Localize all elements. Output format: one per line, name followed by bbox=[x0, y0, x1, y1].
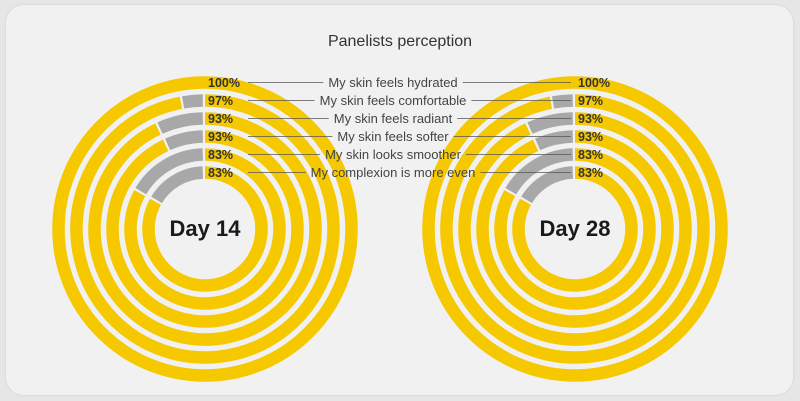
day-14-ring-remainder-my-skin-looks-smoother bbox=[135, 148, 204, 195]
day-28-value-my-skin-feels-comfortable: 97% bbox=[578, 94, 603, 108]
day-28-ring-my-skin-feels-comfortable bbox=[440, 94, 710, 364]
day-14-value-my-skin-feels-radiant: 93% bbox=[208, 112, 233, 126]
day-28-ring-remainder-my-complexion-is-more-even bbox=[521, 166, 574, 204]
day-14-ring-my-complexion-is-more-even bbox=[142, 166, 268, 292]
day-14-ring-my-skin-feels-hydrated bbox=[52, 76, 358, 382]
day-14-ring-remainder-my-skin-feels-radiant bbox=[157, 112, 204, 134]
category-labels: My skin feels hydrated My skin feels comf… bbox=[248, 75, 571, 180]
day-14-value-my-skin-feels-comfortable: 97% bbox=[208, 94, 233, 108]
category-label-my-skin-looks-smoother: My skin looks smoother bbox=[325, 147, 461, 162]
day-14-ring-my-skin-feels-comfortable bbox=[70, 94, 340, 364]
day-14-ring-remainder-my-complexion-is-more-even bbox=[151, 166, 204, 204]
day-14-value-my-skin-looks-smoother: 83% bbox=[208, 148, 233, 162]
day-28-value-my-skin-looks-smoother: 83% bbox=[578, 148, 603, 162]
day-14-value-my-complexion-is-more-even: 83% bbox=[208, 166, 233, 180]
category-label-my-skin-feels-softer: My skin feels softer bbox=[337, 129, 449, 144]
category-label-my-skin-feels-hydrated: My skin feels hydrated bbox=[328, 75, 457, 90]
day-28-ring-remainder-my-skin-feels-softer bbox=[535, 130, 574, 151]
day-28-value-my-complexion-is-more-even: 83% bbox=[578, 166, 603, 180]
chart-title: Panelists perception bbox=[328, 33, 472, 50]
day-28-value-my-skin-feels-hydrated: 100% bbox=[578, 76, 610, 90]
category-label-my-complexion-is-more-even: My complexion is more even bbox=[311, 165, 476, 180]
day-28-value-my-skin-feels-softer: 93% bbox=[578, 130, 603, 144]
day-14-center-label: Day 14 bbox=[170, 216, 242, 241]
day-28-ring-remainder-my-skin-feels-radiant bbox=[527, 112, 574, 134]
day-14-value-my-skin-feels-hydrated: 100% bbox=[208, 76, 240, 90]
day-14-chart: 100% 97% 93% 93% 83% 83% Day 14 bbox=[52, 76, 358, 382]
day-28-ring-remainder-my-skin-looks-smoother bbox=[505, 148, 574, 195]
category-label-my-skin-feels-comfortable: My skin feels comfortable bbox=[320, 93, 467, 108]
day-28-ring-my-skin-feels-softer bbox=[476, 130, 674, 328]
day-28-ring-my-skin-feels-radiant bbox=[458, 112, 692, 346]
day-28-chart: 100% 97% 93% 93% 83% 83% Day 28 bbox=[422, 76, 728, 382]
day-14-ring-remainder-my-skin-feels-comfortable bbox=[182, 94, 204, 109]
category-label-my-skin-feels-radiant: My skin feels radiant bbox=[334, 111, 453, 126]
day-28-ring-my-complexion-is-more-even bbox=[512, 166, 638, 292]
day-28-ring-my-skin-looks-smoother bbox=[494, 148, 656, 310]
day-28-ring-remainder-my-skin-feels-comfortable bbox=[552, 94, 574, 109]
day-28-ring-my-skin-feels-hydrated bbox=[422, 76, 728, 382]
day-14-ring-my-skin-looks-smoother bbox=[124, 148, 286, 310]
day-14-value-my-skin-feels-softer: 93% bbox=[208, 130, 233, 144]
day-14-ring-my-skin-feels-radiant bbox=[88, 112, 322, 346]
day-28-center-label: Day 28 bbox=[540, 216, 611, 241]
day-14-ring-remainder-my-skin-feels-softer bbox=[165, 130, 204, 151]
day-28-value-my-skin-feels-radiant: 93% bbox=[578, 112, 603, 126]
